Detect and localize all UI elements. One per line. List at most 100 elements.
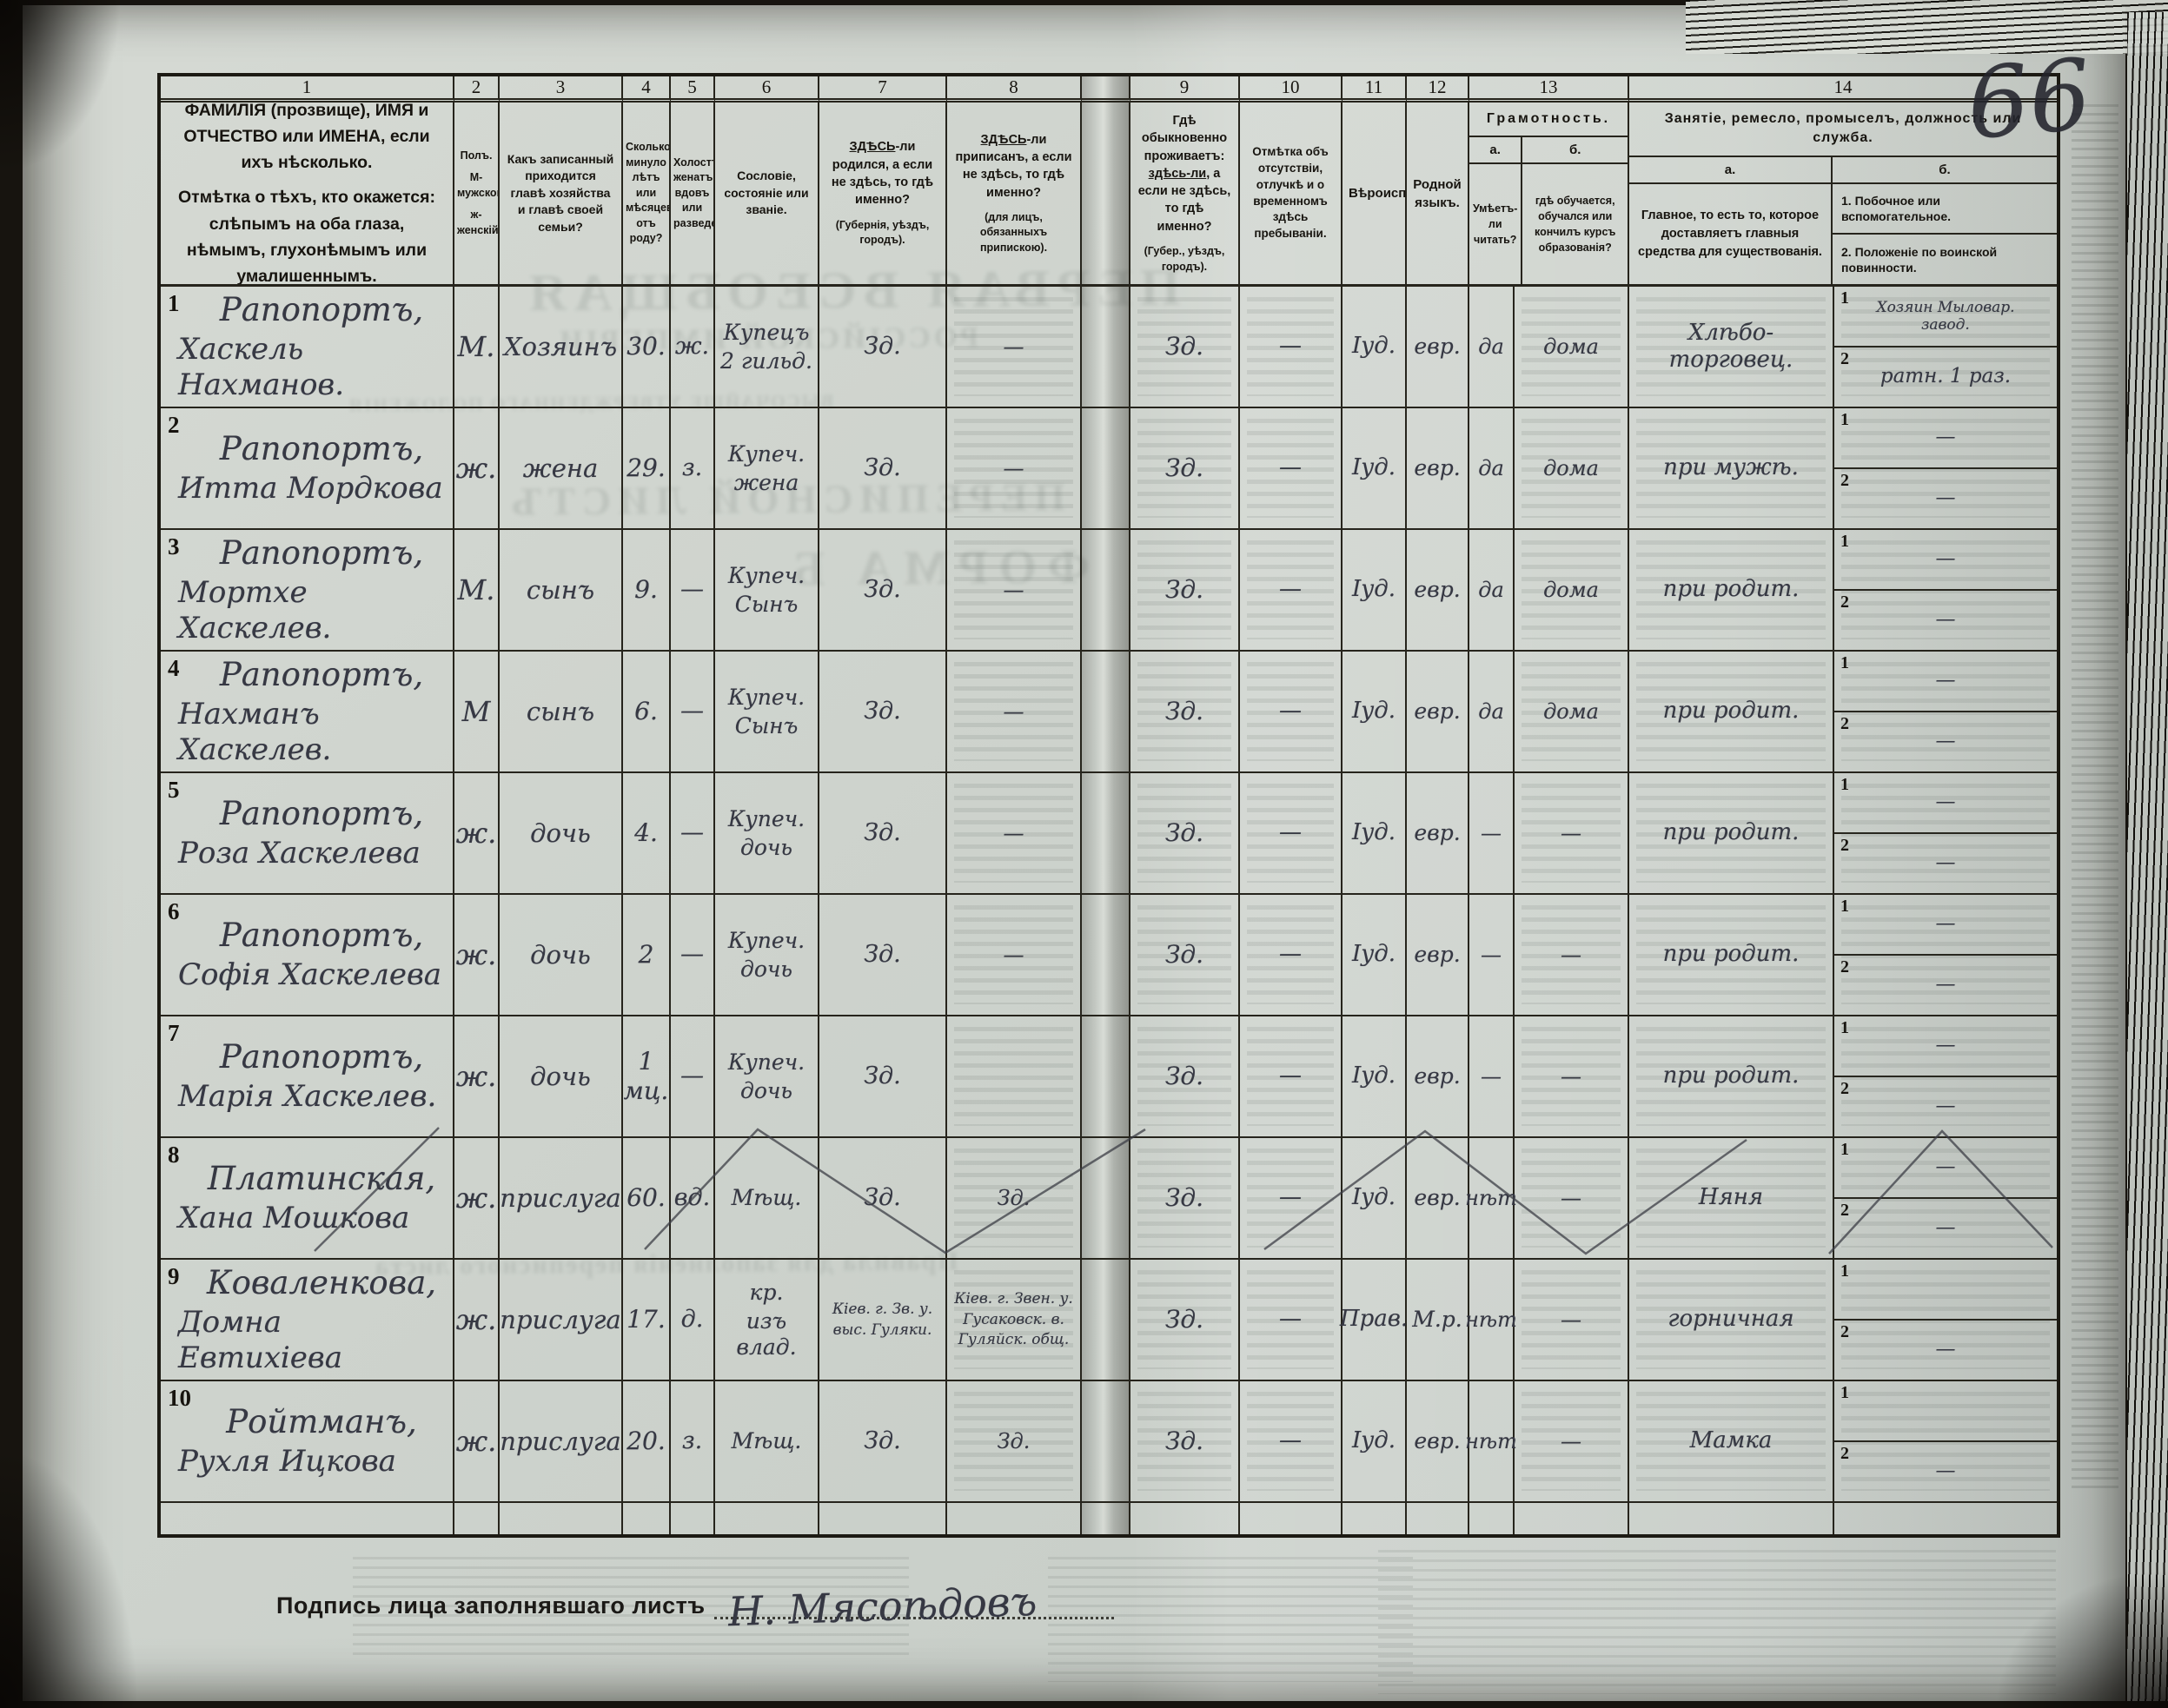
row-2-language: евр. xyxy=(1407,408,1469,530)
row-8-absence: — xyxy=(1240,1138,1343,1260)
row-2-side-1: 1— xyxy=(1834,408,2057,467)
bottom-strip-age xyxy=(623,1503,671,1534)
row-number: 4 xyxy=(168,655,180,681)
row-6-absence: — xyxy=(1240,895,1343,1016)
reads-value: нѣт xyxy=(1465,1428,1517,1453)
sex-value: М. xyxy=(457,573,495,606)
row-9-resides: Зд. xyxy=(1130,1260,1240,1381)
side-block-label: 2 xyxy=(1840,836,1849,855)
book-page-stack-right xyxy=(2127,12,2168,1701)
row-10-estate: Мѣщ. xyxy=(715,1381,819,1503)
row-5-occupation: при родит. xyxy=(1629,773,1834,895)
row-10-language: евр. xyxy=(1407,1381,1469,1503)
side-block-label: 2 xyxy=(1840,349,1849,368)
side-value-line: — xyxy=(1935,547,1956,571)
header-relation-text: Какъ записанный приходится главѣ хозяйст… xyxy=(507,151,614,234)
reads-value: да xyxy=(1478,455,1504,480)
born-value: Зд. xyxy=(864,818,901,846)
given-name-patronymic: Итта Мордкова xyxy=(178,471,443,506)
marital-value: з. xyxy=(681,1427,703,1454)
row-5-side: 1—2— xyxy=(1834,773,2057,895)
col-number-10: 10 xyxy=(1240,76,1343,103)
row-6-marital: — xyxy=(671,895,715,1016)
bottom-strip-fold xyxy=(1082,1503,1130,1534)
marital-value: д. xyxy=(680,1305,704,1333)
header-literacy-a-text: Умѣетъ-ли читать? xyxy=(1473,202,1518,247)
absence-value: — xyxy=(1279,1184,1302,1211)
side-block-label: 2 xyxy=(1840,957,1849,976)
age-value: 17. xyxy=(627,1305,666,1334)
registered-value: — xyxy=(1003,577,1024,602)
side-block-label: 2 xyxy=(1840,1444,1849,1463)
surname: Рапопортъ, xyxy=(219,290,424,328)
born-value: Зд. xyxy=(864,453,901,481)
absence-value: — xyxy=(1279,1427,1302,1454)
given-name-patronymic: Мортхе Хаскелев. xyxy=(178,574,332,645)
age-value: 30. xyxy=(627,332,666,361)
born-value: Зд. xyxy=(864,575,901,603)
registered-value: — xyxy=(1003,455,1024,480)
row-8-marital: вд. xyxy=(671,1138,715,1260)
side-value-line: — xyxy=(1935,426,1956,449)
header-residence-pre: Гдѣ обыкновенно проживаетъ: xyxy=(1141,113,1228,163)
absence-value: — xyxy=(1279,819,1302,846)
side-value: Хозяин Мыловар. завод. xyxy=(1876,299,2014,334)
row-8-school: — xyxy=(1515,1138,1629,1260)
surname: Рапопортъ, xyxy=(219,429,424,467)
occupation-value: Мамка xyxy=(1689,1427,1773,1454)
row-number: 1 xyxy=(168,290,180,316)
surname: Рапопортъ, xyxy=(219,1037,424,1076)
row-4-relation: сынъ xyxy=(500,652,623,773)
header-relation: Какъ записанный приходится главѣ хозяйст… xyxy=(500,103,623,287)
row-4-reads: да xyxy=(1469,652,1515,773)
row-9-reads: нѣт xyxy=(1465,1260,1517,1381)
row-3-side: 1—2— xyxy=(1834,530,2057,652)
side-value: — xyxy=(1936,730,1956,754)
col-number-12: 12 xyxy=(1407,76,1469,103)
row-number: 5 xyxy=(168,777,180,803)
header-occupation-b: б. 1. Побочное или вспомогательное. 2. П… xyxy=(1833,157,2057,284)
header-birthplace-note: (Губернія, уѣздъ, городъ). xyxy=(835,218,930,247)
surname: Рапопортъ, xyxy=(219,655,424,693)
row-6-born: Зд. xyxy=(819,895,947,1016)
surname: Рапопортъ, xyxy=(219,916,424,954)
side-value: — xyxy=(1936,912,1956,937)
born-value: Зд. xyxy=(864,332,901,360)
row-2-registered: — xyxy=(947,408,1082,530)
row-10-religion: Іуд. xyxy=(1343,1381,1407,1503)
row-7-name: 7 Рапопортъ, Марія Хаскелев. xyxy=(161,1016,454,1138)
language-value: евр. xyxy=(1414,1063,1461,1089)
row-1-name: 1 Рапопортъ, Хаскель Нахманов. xyxy=(161,287,454,408)
side-value: — xyxy=(1936,1460,1956,1484)
row-10-occupation: Мамка xyxy=(1629,1381,1834,1503)
row-3-absence: — xyxy=(1240,530,1343,652)
row-4-occupation: при родит. xyxy=(1629,652,1834,773)
relation-value: прислуга xyxy=(500,1426,621,1456)
reads-value: — xyxy=(1481,1063,1502,1089)
school-value: — xyxy=(1561,1307,1581,1332)
row-3-reads: да xyxy=(1469,530,1515,652)
header-literacy-a-label: а. xyxy=(1469,137,1522,165)
row-4-name: 4 Рапопортъ, Нахманъ Хаскелев. xyxy=(161,652,454,773)
registered-value: Кіев. г. Звен. у. xyxy=(954,1290,1073,1308)
col-number-2: 2 xyxy=(454,76,500,103)
header-sex-title: Полъ. xyxy=(460,149,493,162)
header-registration-text: ЗДѢСЬ-ли приписанъ, а если не здѣсь, то … xyxy=(953,131,1074,202)
registered-value: — xyxy=(1003,698,1024,724)
bottom-strip-sex xyxy=(454,1503,500,1534)
row-9-school: — xyxy=(1515,1260,1629,1381)
estate-value: Мѣщ. xyxy=(731,1185,802,1210)
row-3-estate: Купеч. Сынъ xyxy=(715,530,819,652)
row-7-born: Зд. xyxy=(819,1016,947,1138)
side-value: — xyxy=(1936,487,1956,511)
language-value: евр. xyxy=(1414,1185,1461,1210)
row-9-relation: прислуга xyxy=(500,1260,623,1381)
age-value: 6. xyxy=(634,697,658,726)
fold-gap xyxy=(1082,1260,1130,1381)
relation-value: сынъ xyxy=(526,696,595,726)
row-7-age: 1 мц. xyxy=(623,1016,671,1138)
row-4-religion: Іуд. xyxy=(1343,652,1407,773)
row-6-religion: Іуд. xyxy=(1343,895,1407,1016)
header-residence-rest: , а если не здѣсь, то гдѣ именно? xyxy=(1137,166,1231,234)
registered-value: — xyxy=(1003,820,1024,845)
